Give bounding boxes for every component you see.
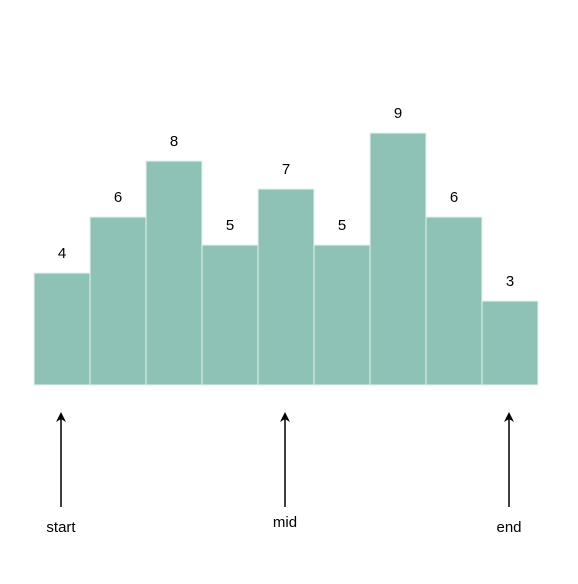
- bar-labels-group: 4 6 8 5 7 5 9 6 3: [58, 105, 514, 290]
- bar-3: [201, 244, 259, 386]
- pointer-label-mid: mid: [273, 514, 297, 531]
- bar-value-label-3: 5: [226, 217, 234, 234]
- bar-1: [89, 216, 147, 386]
- bar-4: [257, 188, 315, 386]
- bar-0: [33, 272, 91, 386]
- bar-value-label-0: 4: [58, 245, 66, 262]
- bar-8: [481, 300, 539, 386]
- bars-group: [33, 132, 539, 386]
- bar-value-label-2: 8: [170, 133, 178, 150]
- bar-value-label-5: 5: [338, 217, 346, 234]
- bar-7: [425, 216, 483, 386]
- bar-2: [145, 160, 203, 386]
- bar-value-label-4: 7: [282, 161, 290, 178]
- bar-6: [369, 132, 427, 386]
- pointer-label-start: start: [46, 519, 76, 536]
- bar-value-label-8: 3: [506, 273, 514, 290]
- bar-5: [313, 244, 371, 386]
- bar-value-label-7: 6: [450, 189, 458, 206]
- pointer-label-end: end: [496, 519, 521, 536]
- bar-value-label-1: 6: [114, 189, 122, 206]
- bar-value-label-6: 9: [394, 105, 402, 122]
- pointers-group: start mid end: [46, 412, 522, 536]
